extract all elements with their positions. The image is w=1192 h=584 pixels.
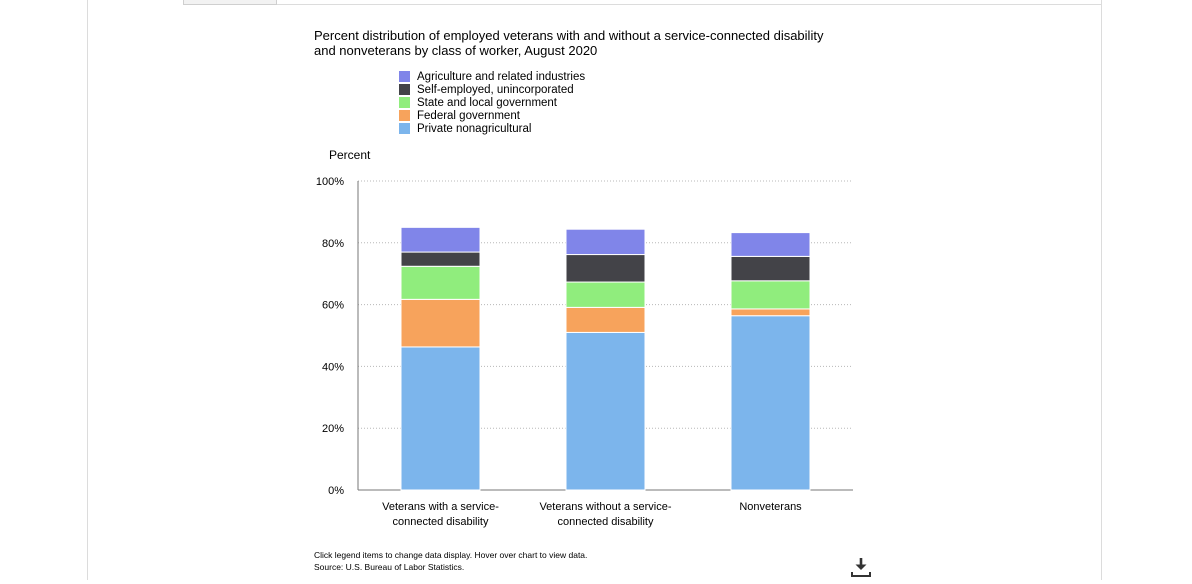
legend-label: Private nonagricultural bbox=[417, 122, 532, 135]
legend-item[interactable]: Agriculture and related industries bbox=[399, 70, 585, 83]
bar-segment[interactable] bbox=[565, 306, 646, 333]
legend-swatch bbox=[399, 110, 410, 121]
bar-segment[interactable] bbox=[565, 228, 646, 256]
legend-label: Agriculture and related industries bbox=[417, 70, 586, 83]
legend-label: Federal government bbox=[417, 109, 520, 122]
legend-swatch bbox=[399, 71, 410, 82]
bar-segment[interactable] bbox=[565, 254, 646, 283]
bar-segment[interactable] bbox=[565, 331, 646, 491]
x-category-label: Veterans with a service- bbox=[382, 501, 499, 513]
y-tick-label: 40% bbox=[322, 361, 344, 373]
chart-legend: Agriculture and related industries Self-e… bbox=[399, 70, 585, 135]
x-category-label: Veterans without a service- bbox=[539, 501, 671, 513]
bar-segment[interactable] bbox=[400, 265, 481, 300]
legend-label: State and local government bbox=[417, 96, 558, 109]
footnote-instructions: Click legend items to change data displa… bbox=[314, 550, 588, 560]
legend-label: Self-employed, unincorporated bbox=[417, 83, 574, 96]
y-tick-label: 80% bbox=[322, 238, 344, 250]
legend-swatch bbox=[399, 97, 410, 108]
y-axis-label: Percent bbox=[329, 148, 371, 162]
bar-segment[interactable] bbox=[400, 346, 481, 491]
y-tick-label: 60% bbox=[322, 300, 344, 312]
x-category-label: connected disability bbox=[557, 516, 654, 528]
footnote-source: Source: U.S. Bureau of Labor Statistics. bbox=[314, 562, 465, 572]
tab-stub[interactable] bbox=[183, 0, 277, 5]
bar-segment[interactable] bbox=[400, 226, 481, 253]
frame-border-top bbox=[183, 4, 1102, 5]
bar-segment[interactable] bbox=[565, 281, 646, 308]
download-icon[interactable] bbox=[849, 555, 873, 579]
bar-segment[interactable] bbox=[400, 298, 481, 348]
frame-border-left bbox=[87, 0, 88, 580]
chart-footnote: Click legend items to change data displa… bbox=[314, 549, 587, 573]
legend-swatch bbox=[399, 84, 410, 95]
bar-segment[interactable] bbox=[730, 315, 811, 491]
x-category-label: connected disability bbox=[392, 516, 489, 528]
legend-swatch bbox=[399, 123, 410, 134]
y-tick-label: 0% bbox=[328, 485, 344, 497]
bar-segment[interactable] bbox=[730, 280, 811, 310]
bar-segment[interactable] bbox=[730, 308, 811, 317]
bar-segment[interactable] bbox=[730, 232, 811, 257]
legend-item[interactable]: Self-employed, unincorporated bbox=[399, 83, 585, 96]
y-tick-label: 100% bbox=[316, 176, 344, 188]
y-tick-label: 20% bbox=[322, 423, 344, 435]
legend-item[interactable]: Federal government bbox=[399, 109, 585, 122]
legend-item[interactable]: State and local government bbox=[399, 96, 585, 109]
bar-segment[interactable] bbox=[400, 251, 481, 267]
chart-title: Percent distribution of employed veteran… bbox=[314, 28, 824, 58]
frame-border-right bbox=[1101, 0, 1102, 580]
bar-segment[interactable] bbox=[730, 255, 811, 282]
legend-item[interactable]: Private nonagricultural bbox=[399, 122, 585, 135]
x-category-label: Nonveterans bbox=[739, 501, 802, 513]
